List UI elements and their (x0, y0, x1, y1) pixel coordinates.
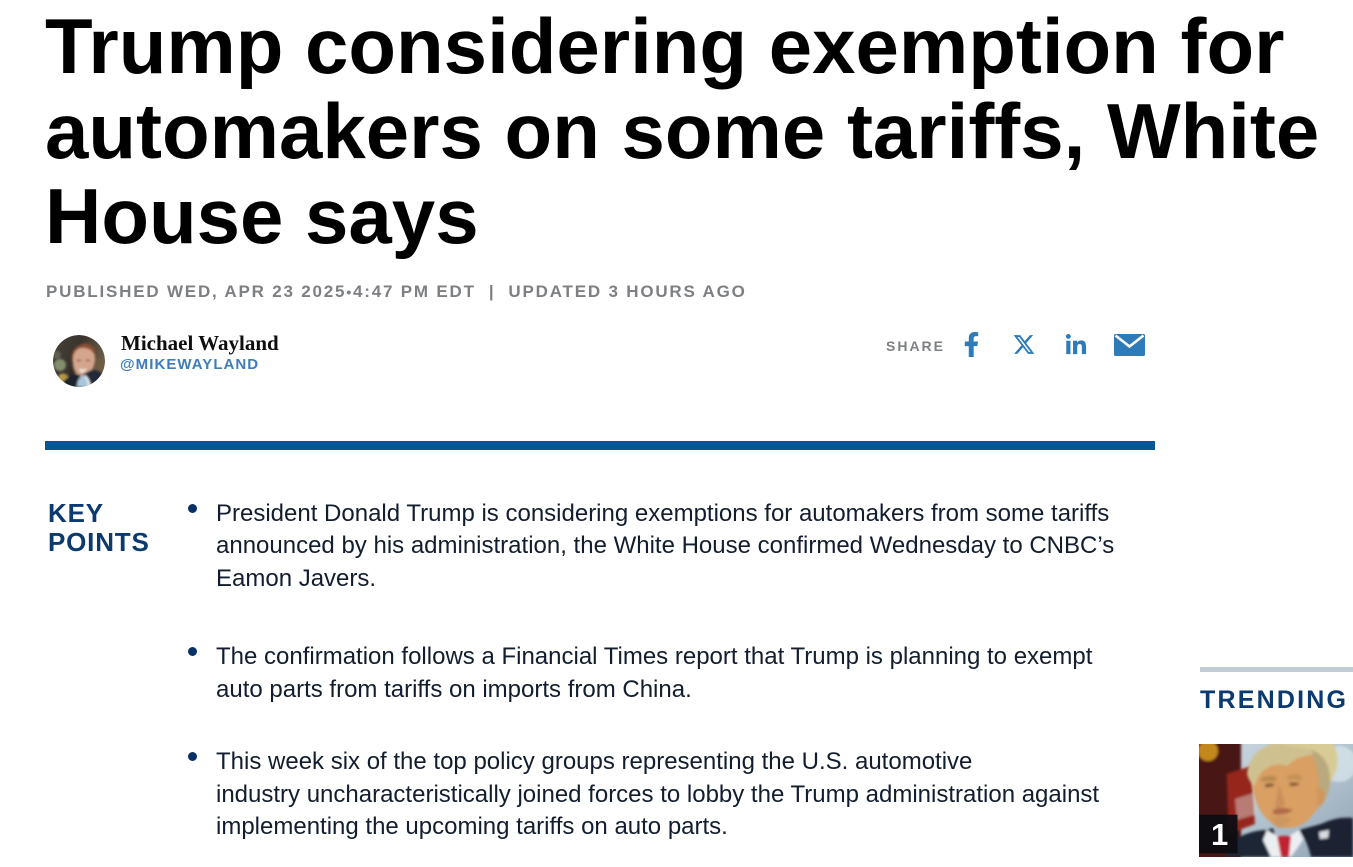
svg-text:1: 1 (1211, 817, 1228, 852)
